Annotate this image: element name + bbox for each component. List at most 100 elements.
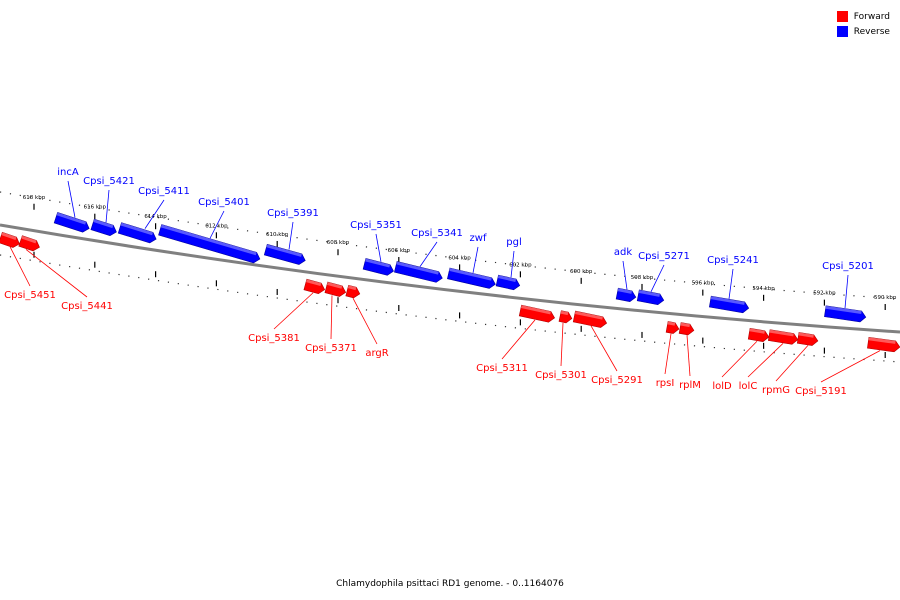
gene-leader-line — [728, 268, 734, 299]
scale-tick-label: 596 kbp — [692, 281, 715, 287]
gene-arrow-group — [558, 310, 573, 324]
gene-label[interactable]: argR — [365, 348, 388, 359]
gene-arrow-group — [678, 322, 695, 336]
gene-label[interactable]: Cpsi_5351 — [350, 220, 402, 231]
gene-arrow[interactable] — [345, 284, 361, 299]
gene-arrow[interactable] — [767, 329, 799, 345]
gene-label[interactable]: rpsI — [656, 378, 675, 389]
gene-label[interactable]: Cpsi_5401 — [198, 197, 250, 208]
gene-label[interactable]: Cpsi_5191 — [795, 386, 847, 397]
gene-arrow[interactable] — [53, 212, 91, 233]
gene-arrow-group — [394, 261, 443, 283]
scale-ticks: 618 kbp 616 kbp 614 kbp 612 kbp 610 kbp 608 k… — [23, 195, 897, 359]
gene-label[interactable]: adk — [614, 247, 632, 258]
gene-label[interactable]: rpmG — [762, 385, 790, 396]
gene-leader-line — [419, 241, 438, 267]
gene-arrow-highlight — [520, 305, 551, 315]
gene-arrow-highlight — [266, 244, 302, 257]
gene-arrow[interactable] — [447, 267, 496, 290]
scale-tick-label: 616 kbp — [84, 205, 107, 211]
gene-arrow[interactable] — [747, 327, 770, 342]
gene-arrow-highlight — [680, 322, 690, 328]
gene-arrow[interactable] — [824, 305, 867, 323]
gene-label[interactable]: pgl — [506, 237, 521, 248]
scale-tick-label: 614 kbp — [144, 214, 167, 220]
gene-arrow[interactable] — [158, 224, 262, 264]
gene-arrow[interactable] — [0, 231, 21, 249]
gene-arrow[interactable] — [709, 295, 750, 314]
gene-label[interactable]: Cpsi_5441 — [61, 301, 113, 312]
gene-label[interactable]: Cpsi_5291 — [591, 375, 643, 386]
gene-arrow[interactable] — [518, 304, 556, 323]
gene-arrow[interactable] — [796, 332, 819, 346]
gene-label[interactable]: Cpsi_5311 — [476, 363, 528, 374]
gene-arrow-group — [362, 258, 395, 276]
gene-arrow-group — [572, 310, 608, 328]
gene-arrow[interactable] — [636, 289, 665, 306]
gene-label[interactable]: Cpsi_5371 — [305, 343, 357, 354]
gene-arrow[interactable] — [394, 261, 443, 283]
gene-label[interactable]: Cpsi_5341 — [411, 228, 463, 239]
gene-leader-line — [9, 246, 31, 287]
gene-arrow-group — [796, 332, 819, 346]
gene-arrow[interactable] — [324, 281, 347, 298]
scale-tick-label: 602 kbp — [509, 262, 532, 268]
gene-arrow-group — [18, 235, 41, 253]
gene-arrow-highlight — [825, 305, 862, 314]
gene-arrow-group — [867, 336, 900, 353]
gene-arrow[interactable] — [18, 235, 41, 253]
gene-label[interactable]: zwf — [470, 233, 487, 244]
gene-label[interactable]: incA — [57, 167, 79, 178]
scale-tick-label: 600 kbp — [570, 269, 593, 275]
gene-arrow-highlight — [574, 311, 603, 320]
gene-arrow[interactable] — [263, 243, 306, 266]
gene-label[interactable]: Cpsi_5241 — [707, 255, 759, 266]
scale-tick-label: 592 kbp — [813, 291, 836, 297]
gene-arrow-highlight — [21, 235, 37, 244]
gene-label[interactable]: Cpsi_5381 — [248, 333, 300, 344]
gene-arrow[interactable] — [867, 336, 900, 353]
gene-leader-line — [273, 292, 314, 330]
legend: Forward Reverse — [836, 9, 890, 39]
gene-leader-line — [664, 333, 672, 375]
gene-arrow[interactable] — [495, 274, 521, 291]
gene-leader-line — [775, 345, 809, 382]
gene-label[interactable]: lolD — [712, 381, 732, 392]
gene-arrow-highlight — [56, 212, 87, 225]
gene-label[interactable]: Cpsi_5201 — [822, 261, 874, 272]
gene-label[interactable]: Cpsi_5391 — [267, 208, 319, 219]
gene-label[interactable]: Cpsi_5451 — [4, 290, 56, 301]
gene-arrow-group — [158, 224, 262, 264]
gene-label[interactable]: Cpsi_5411 — [138, 186, 190, 197]
scale-tick-label: 608 kbp — [327, 240, 350, 246]
genome-backbone — [0, 223, 900, 334]
gene-arrow[interactable] — [665, 321, 680, 334]
legend-reverse-label: Reverse — [853, 26, 890, 37]
gene-label[interactable]: Cpsi_5271 — [638, 251, 690, 262]
gene-arrow-group — [447, 267, 496, 290]
gene-arrow[interactable] — [615, 287, 637, 302]
gene-arrows — [0, 212, 900, 353]
reverse-swatch — [836, 26, 848, 37]
gene-arrow[interactable] — [362, 258, 395, 276]
gene-arrow[interactable] — [678, 322, 695, 336]
gene-arrow[interactable] — [572, 310, 608, 328]
scale-tick-label: 590 kbp — [874, 295, 897, 301]
gene-arrow[interactable] — [558, 310, 573, 324]
gene-arrow[interactable] — [303, 278, 326, 295]
gene-leader-line — [25, 249, 88, 298]
gene-label[interactable]: Cpsi_5301 — [535, 370, 587, 381]
gene-leader-line — [844, 274, 849, 309]
gene-label[interactable]: Cpsi_5421 — [83, 176, 135, 187]
gene-leader-line — [650, 264, 665, 292]
gene-arrow-highlight — [347, 285, 357, 291]
gene-label[interactable]: lolC — [739, 381, 758, 392]
gene-leader-line — [560, 322, 564, 367]
scale-tick-label: 594 kbp — [752, 286, 775, 292]
scale-tick-label: 604 kbp — [448, 255, 471, 261]
gene-arrow[interactable] — [90, 218, 118, 237]
gene-arrow-highlight — [710, 296, 745, 305]
gene-arrow-group — [824, 305, 867, 323]
gene-label[interactable]: rplM — [679, 380, 701, 391]
gene-arrow[interactable] — [117, 222, 158, 245]
